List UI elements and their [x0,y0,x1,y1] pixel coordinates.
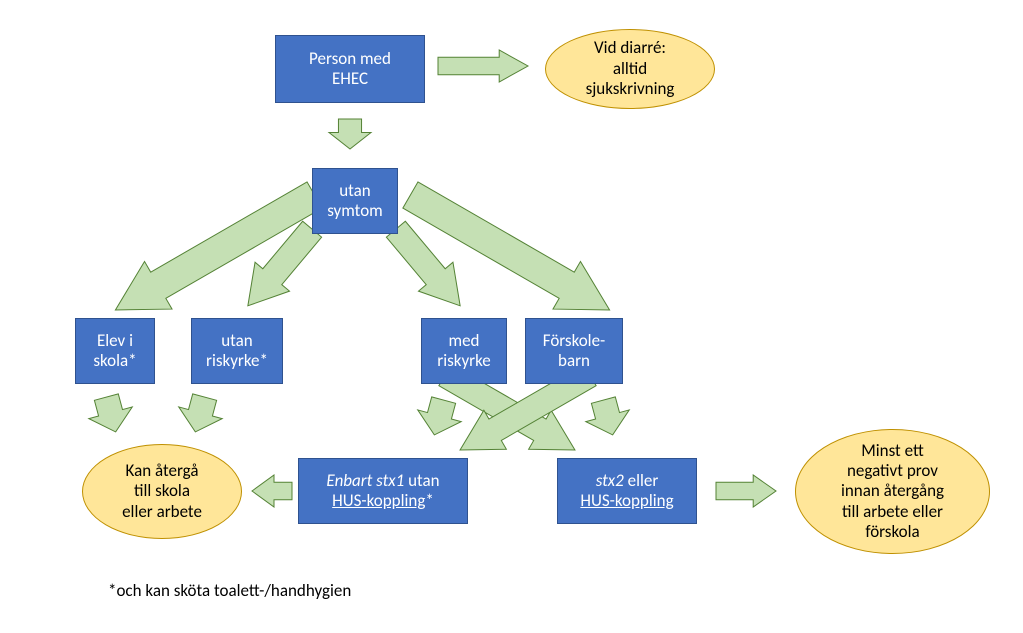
node-enbart-stx1: Enbart stx1 utanHUS-koppling* [298,458,468,524]
footnote-text: *och kan sköta toalett-/handhygien [108,580,351,601]
node-elev-i-skola: Elev iskola* [75,318,155,384]
arrow-a13 [252,475,292,507]
arrow-a2 [329,119,371,149]
arrow-a7 [85,391,138,437]
arrow-a9 [413,394,466,440]
arrow-a1 [438,50,528,82]
node-minst-ett-negativt: Minst ettnegativt provinnan återgångtill… [795,429,990,554]
node-forskolebarn: Förskole-barn [525,318,623,384]
node-person-med-ehec: Person medEHEC [275,35,425,103]
arrow-a8 [174,391,227,437]
node-kan-aterga: Kan återgåtill skolaeller arbete [82,444,242,539]
node-utan-riskyrke: utanriskyrke* [191,318,283,384]
node-vid-diarre: Vid diarré:alltidsjukskrivning [545,29,715,109]
flowchart-canvas: Person medEHEC Vid diarré:alltidsjukskri… [0,0,1023,633]
arrow-a12 [582,394,635,440]
node-utan-symtom: utansymtom [312,168,398,234]
node-stx2-eller: stx2 ellerHUS-koppling [557,458,697,524]
node-med-riskyrke: medriskyrke [421,318,507,384]
arrow-a14 [716,475,776,507]
